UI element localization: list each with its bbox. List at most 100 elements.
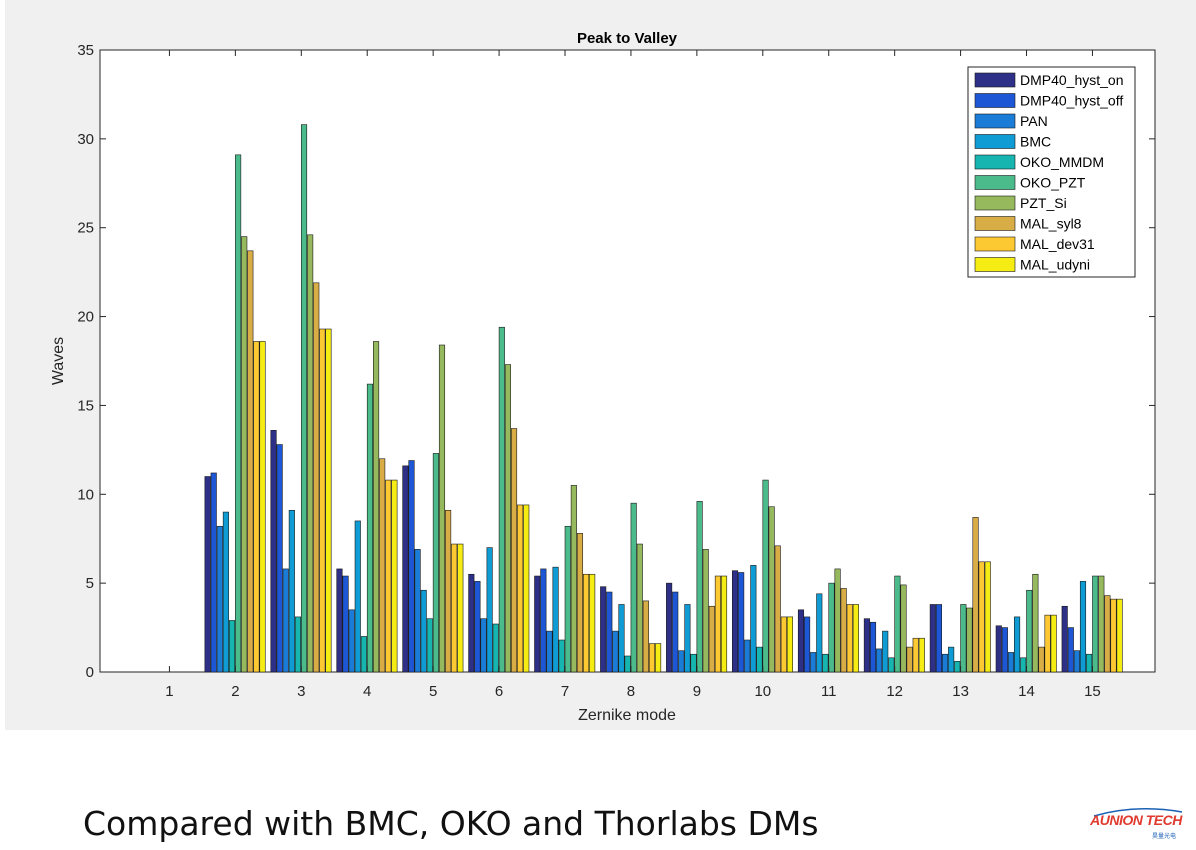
bar-BMC-mode-9 [684,604,691,673]
bar-OKO_PZT-mode-12 [894,575,901,673]
bar-OKO_PZT-mode-15 [1092,575,1099,673]
x-tick-label: 1 [165,683,173,700]
bar-OKO_MMDM-mode-8 [624,655,631,673]
y-axis-label: Waves [50,337,67,385]
legend-swatch-MAL_syl8 [974,216,1016,231]
bar-PAN-mode-4 [348,609,355,673]
bar-MAL_udyni-mode-8 [655,643,662,673]
bar-PAN-mode-14 [1007,652,1015,673]
x-tick-label: 11 [821,683,837,700]
bar-DMP40_hyst_off-mode-15 [1067,627,1074,673]
bar-MAL_syl8-mode-6 [510,428,518,673]
legend-swatch-OKO_MMDM [974,154,1016,170]
legend: DMP40_hyst_on DMP40_hyst_off PAN BMC OKO_MMD… [967,66,1136,278]
bar-MAL_udyni-mode-15 [1116,598,1123,673]
bar-OKO_PZT-mode-3 [300,124,308,673]
bar-MAL_syl8-mode-8 [642,600,649,673]
bar-OKO_MMDM-mode-10 [756,646,763,673]
bar-PZT_Si-mode-2 [241,236,248,673]
bar-BMC-mode-11 [816,593,823,673]
x-tick-label: 5 [429,683,437,700]
legend-swatch-DMP40_hyst_off [974,93,1016,108]
bar-MAL_udyni-mode-9 [720,575,728,673]
bar-MAL_dev31-mode-6 [517,504,524,673]
x-tick-label: 9 [693,683,701,700]
bar-OKO_MMDM-mode-7 [558,639,565,673]
bar-OKO_PZT-mode-13 [960,604,967,673]
bar-PAN-mode-6 [480,618,487,673]
legend-swatch-PZT_Si [974,195,1016,211]
bar-MAL_syl8-mode-14 [1038,646,1045,673]
legend-label-OKO_PZT: OKO_PZT [1020,175,1086,191]
bar-OKO_MMDM-mode-2 [228,620,236,673]
bar-DMP40_hyst_off-mode-14 [1001,627,1008,673]
bar-DMP40_hyst_off-mode-8 [606,591,613,673]
bar-OKO_PZT-mode-9 [696,501,703,673]
bar-DMP40_hyst_on-mode-4 [336,568,343,673]
bar-PAN-mode-13 [941,653,949,673]
x-tick-label: 14 [1018,683,1035,700]
bar-MAL_dev31-mode-5 [451,543,458,673]
logo-text: AUNION TECH [1090,812,1182,828]
bar-OKO_MMDM-mode-15 [1086,653,1093,673]
bar-OKO_MMDM-mode-6 [492,623,499,673]
bar-DMP40_hyst_on-mode-13 [929,604,936,673]
legend-swatch-PAN [974,113,1016,129]
bar-MAL_syl8-mode-13 [972,517,979,673]
legend-swatch-MAL_dev31 [974,236,1016,252]
bar-OKO_MMDM-mode-5 [426,618,433,673]
bar-OKO_PZT-mode-10 [762,479,769,673]
bar-BMC-mode-10 [750,565,757,673]
bar-MAL_syl8-mode-11 [840,588,847,673]
bar-PZT_Si-mode-8 [636,543,643,673]
legend-swatch-MAL_udyni [974,257,1016,272]
x-tick-label: 3 [297,683,305,700]
legend-label-MAL_dev31: MAL_dev31 [1020,236,1095,252]
bar-DMP40_hyst_on-mode-8 [600,586,607,673]
x-axis-label: Zernike mode [578,707,676,724]
bar-MAL_udyni-mode-2 [259,341,266,673]
x-tick-label: 6 [495,683,503,700]
bar-BMC-mode-7 [552,566,559,673]
bar-PZT_Si-mode-7 [570,485,577,673]
bar-OKO_PZT-mode-8 [630,502,637,673]
legend-label-PAN: PAN [1020,113,1048,129]
bar-MAL_dev31-mode-2 [253,341,260,673]
bar-MAL_udyni-mode-3 [325,328,332,673]
logo-subtext: 昊量光电 [1151,833,1176,840]
bar-MAL_udyni-mode-6 [523,504,530,673]
bar-OKO_PZT-mode-7 [564,525,571,673]
bar-MAL_dev31-mode-12 [912,637,919,673]
x-tick-label: 4 [363,683,371,700]
bar-PAN-mode-7 [546,630,553,673]
legend-swatch-OKO_PZT [974,175,1016,190]
y-tick-label: 20 [77,309,94,326]
bar-PZT_Si-mode-4 [373,341,380,673]
bar-DMP40_hyst_off-mode-6 [474,581,481,673]
legend-label-DMP40_hyst_on: DMP40_hyst_on [1020,72,1124,88]
y-tick-label: 35 [77,42,94,59]
bar-PZT_Si-mode-13 [966,607,973,673]
bar-MAL_dev31-mode-11 [846,604,853,673]
bar-PAN-mode-3 [282,568,289,673]
bar-PAN-mode-5 [414,549,421,673]
bar-BMC-mode-12 [882,630,889,673]
legend-label-MAL_syl8: MAL_syl8 [1020,216,1082,232]
bar-BMC-mode-2 [222,511,229,673]
bar-MAL_udyni-mode-11 [852,604,859,673]
y-tick-label: 15 [77,397,94,414]
slide-caption: Compared with BMC, OKO and Thorlabs DMs [83,804,819,843]
y-tick-label: 10 [77,486,94,503]
bar-MAL_syl8-mode-2 [247,250,254,673]
bar-BMC-mode-13 [948,646,955,673]
legend-swatch-BMC [974,134,1016,149]
bar-OKO_MMDM-mode-12 [888,657,895,673]
bar-BMC-mode-6 [486,547,493,673]
bar-MAL_syl8-mode-5 [445,509,452,673]
bar-MAL_udyni-mode-14 [1050,614,1057,673]
y-tick-label: 30 [77,131,94,148]
bar-MAL_syl8-mode-7 [576,533,584,673]
x-tick-label: 12 [886,683,903,700]
bar-OKO_PZT-mode-4 [366,383,374,673]
bar-MAL_udyni-mode-12 [918,637,925,673]
